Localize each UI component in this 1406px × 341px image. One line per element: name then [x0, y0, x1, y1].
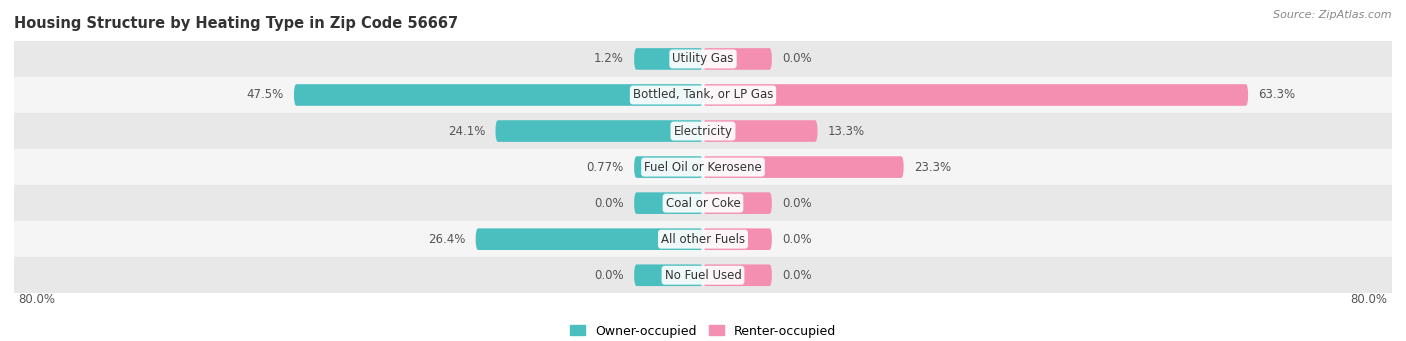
Text: 47.5%: 47.5% [246, 89, 284, 102]
Text: 0.0%: 0.0% [782, 53, 811, 65]
Bar [14, 113, 1392, 149]
Text: No Fuel Used: No Fuel Used [665, 269, 741, 282]
Text: 80.0%: 80.0% [1351, 293, 1388, 306]
Text: 1.2%: 1.2% [593, 53, 624, 65]
FancyBboxPatch shape [475, 228, 703, 250]
Text: 80.0%: 80.0% [18, 293, 55, 306]
Text: 26.4%: 26.4% [427, 233, 465, 246]
Text: 24.1%: 24.1% [447, 124, 485, 137]
Bar [14, 77, 1392, 113]
Legend: Owner-occupied, Renter-occupied: Owner-occupied, Renter-occupied [565, 320, 841, 341]
FancyBboxPatch shape [634, 192, 703, 214]
FancyBboxPatch shape [703, 84, 1249, 106]
Text: 23.3%: 23.3% [914, 161, 950, 174]
Text: 0.77%: 0.77% [586, 161, 624, 174]
Text: 0.0%: 0.0% [595, 269, 624, 282]
Text: Electricity: Electricity [673, 124, 733, 137]
Bar [14, 149, 1392, 185]
Text: Source: ZipAtlas.com: Source: ZipAtlas.com [1274, 10, 1392, 20]
FancyBboxPatch shape [703, 48, 772, 70]
FancyBboxPatch shape [495, 120, 703, 142]
Bar [14, 185, 1392, 221]
FancyBboxPatch shape [634, 48, 703, 70]
Bar [14, 41, 1392, 77]
Text: Bottled, Tank, or LP Gas: Bottled, Tank, or LP Gas [633, 89, 773, 102]
FancyBboxPatch shape [703, 192, 772, 214]
Text: 13.3%: 13.3% [828, 124, 865, 137]
Text: 0.0%: 0.0% [595, 197, 624, 210]
Text: 0.0%: 0.0% [782, 197, 811, 210]
Text: Housing Structure by Heating Type in Zip Code 56667: Housing Structure by Heating Type in Zip… [14, 16, 458, 31]
FancyBboxPatch shape [634, 156, 703, 178]
Bar [14, 221, 1392, 257]
Text: 63.3%: 63.3% [1258, 89, 1295, 102]
FancyBboxPatch shape [294, 84, 703, 106]
FancyBboxPatch shape [703, 156, 904, 178]
FancyBboxPatch shape [703, 120, 817, 142]
Text: Fuel Oil or Kerosene: Fuel Oil or Kerosene [644, 161, 762, 174]
Bar [14, 257, 1392, 293]
Text: All other Fuels: All other Fuels [661, 233, 745, 246]
FancyBboxPatch shape [703, 264, 772, 286]
FancyBboxPatch shape [634, 264, 703, 286]
Text: Coal or Coke: Coal or Coke [665, 197, 741, 210]
Text: 0.0%: 0.0% [782, 233, 811, 246]
Text: Utility Gas: Utility Gas [672, 53, 734, 65]
FancyBboxPatch shape [703, 228, 772, 250]
Text: 0.0%: 0.0% [782, 269, 811, 282]
